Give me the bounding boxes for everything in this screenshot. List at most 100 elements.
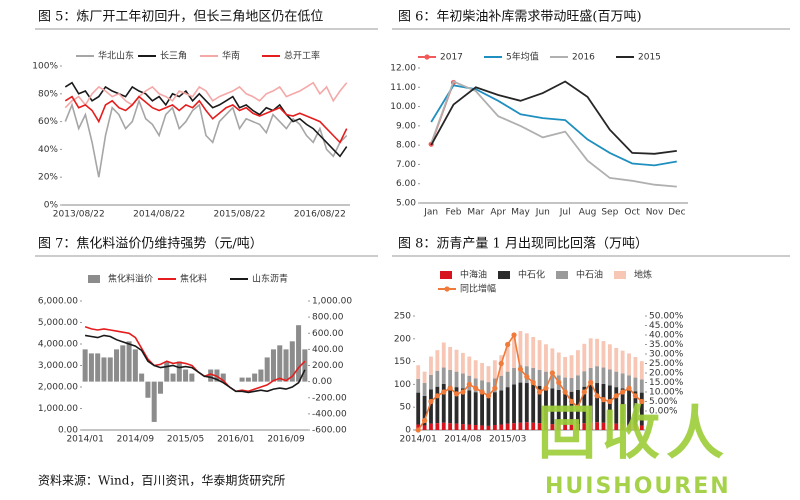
bar xyxy=(270,349,276,382)
bar xyxy=(518,422,523,430)
bar xyxy=(569,355,574,379)
x-tick-label: 2014/01 xyxy=(66,435,103,445)
bar xyxy=(473,360,478,379)
x-tick-label: Sep xyxy=(601,208,618,218)
bar xyxy=(492,424,497,430)
line-marker xyxy=(421,417,428,424)
bar xyxy=(582,343,587,372)
y-tick-label: 5,000.00 xyxy=(38,318,78,328)
line-marker xyxy=(517,366,524,372)
line-marker xyxy=(530,379,536,386)
y2-tick-label: 0.00% xyxy=(649,407,678,417)
bar xyxy=(435,423,440,430)
bar xyxy=(289,341,295,382)
bar xyxy=(448,369,453,386)
y2-tick-label: -600.00 xyxy=(312,426,347,436)
bar xyxy=(220,373,226,382)
y2-tick-label: -200.00 xyxy=(312,393,347,403)
y2-tick-label: 600.00 xyxy=(312,329,344,339)
line-marker xyxy=(524,374,530,380)
y-tick-label: 6.00 xyxy=(396,179,416,189)
chart-title: 图 8：沥青产量 1 月出现同比回落（万吨） xyxy=(398,237,648,252)
bar xyxy=(544,344,548,372)
line-marker xyxy=(466,381,472,387)
bar xyxy=(448,423,453,430)
bar xyxy=(518,331,523,366)
x-tick-label: 2016/01 xyxy=(217,435,254,445)
bar xyxy=(537,369,542,386)
bar xyxy=(441,422,446,430)
y-tick-label: 40% xyxy=(38,145,58,155)
x-tick-label: Dec xyxy=(668,208,685,218)
bar xyxy=(582,371,587,387)
y-tick-label: 0.00 xyxy=(58,426,78,436)
line-marker xyxy=(543,385,549,391)
bar xyxy=(467,390,472,425)
x-tick-label: 2016/09 xyxy=(267,435,305,445)
y2-tick-label: 30.00% xyxy=(649,350,684,360)
line-marker xyxy=(549,370,555,376)
bar xyxy=(461,373,465,389)
bar xyxy=(550,373,555,389)
legend-label: 中石化 xyxy=(518,269,545,281)
bar xyxy=(473,392,478,425)
bar xyxy=(486,425,491,430)
y-tick-label: 200 xyxy=(394,334,411,344)
bar xyxy=(151,381,157,422)
bar xyxy=(416,424,421,430)
y-tick-label: 20% xyxy=(38,173,58,183)
y2-tick-label: 50.00% xyxy=(649,312,684,322)
legend-label: 总开工率 xyxy=(284,50,320,62)
line-marker xyxy=(575,404,581,410)
bar xyxy=(537,385,542,424)
bar xyxy=(531,367,536,385)
bar xyxy=(114,349,120,382)
x-tick-label: Apr xyxy=(490,208,506,218)
line-marker xyxy=(447,385,453,391)
chart-title: 图 6：年初柴油补库需求带动旺盛(百万吨) xyxy=(398,9,642,25)
x-tick-label: 2015/05 xyxy=(167,435,204,445)
legend-label: 华南 xyxy=(222,50,240,62)
legend-label: 同比增幅 xyxy=(460,283,496,295)
bar xyxy=(416,365,421,379)
source-note: 资料来源：Wind，百川资讯，华泰期货研究所 xyxy=(38,473,285,488)
bar xyxy=(595,422,599,430)
bar xyxy=(252,373,258,382)
bar xyxy=(492,392,497,425)
bar xyxy=(607,344,612,370)
bar xyxy=(454,349,459,372)
bar xyxy=(544,371,548,388)
bar xyxy=(633,357,638,378)
bar xyxy=(569,424,574,430)
line-marker xyxy=(498,360,504,367)
bar xyxy=(505,423,510,430)
legend-label: 中海油 xyxy=(460,269,487,281)
bar xyxy=(627,353,631,376)
bar xyxy=(614,423,619,430)
bar xyxy=(132,349,138,382)
bar xyxy=(531,384,536,423)
legend-swatch xyxy=(88,275,100,283)
bar xyxy=(101,357,107,382)
x-tick-label: Jul xyxy=(559,208,571,218)
bar xyxy=(582,386,587,424)
bar xyxy=(486,382,491,395)
x-tick-label: Jan xyxy=(423,208,438,218)
bar xyxy=(518,365,523,383)
bar xyxy=(607,385,612,424)
bar xyxy=(588,338,593,368)
bar xyxy=(614,371,619,388)
bar xyxy=(480,425,484,430)
x-tick-label: 2016/08/22 xyxy=(294,210,346,220)
y2-tick-label: 800.00 xyxy=(312,313,344,323)
y-tick-label: 100% xyxy=(32,62,58,72)
bar xyxy=(473,378,478,393)
y2-tick-label: 0.00 xyxy=(312,377,332,387)
bar xyxy=(120,345,126,382)
bar xyxy=(422,425,427,430)
bar xyxy=(139,373,145,382)
line-marker xyxy=(428,398,434,405)
bar xyxy=(239,377,245,382)
bar xyxy=(416,392,421,425)
